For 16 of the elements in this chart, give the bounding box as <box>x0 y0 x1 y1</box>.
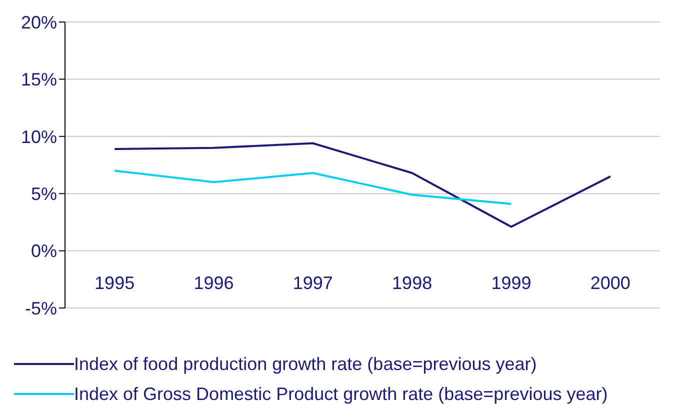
line-series <box>114 142 612 228</box>
x-tick-label: 1996 <box>194 272 234 293</box>
y-tick-label: 0% <box>30 241 57 262</box>
line-series <box>114 170 512 205</box>
y-tick-label: 10% <box>20 126 57 147</box>
x-tick-label: 2000 <box>590 272 630 293</box>
y-tick-label: 5% <box>30 184 57 204</box>
legend-label: Index of food production growth rate (base=previous year) <box>74 354 537 374</box>
y-tick-label: 15% <box>20 70 57 90</box>
y-tick-label: 20% <box>20 12 57 32</box>
x-tick-label: 1999 <box>491 272 532 293</box>
x-tick-label: 1995 <box>94 272 135 293</box>
x-tick-label: 1998 <box>392 272 432 293</box>
legend-label: Index of Gross Domestic Product growth rate (base=previous year) <box>74 384 608 404</box>
y-tick-label: -5% <box>24 298 57 318</box>
x-tick-label: 1997 <box>292 272 333 293</box>
